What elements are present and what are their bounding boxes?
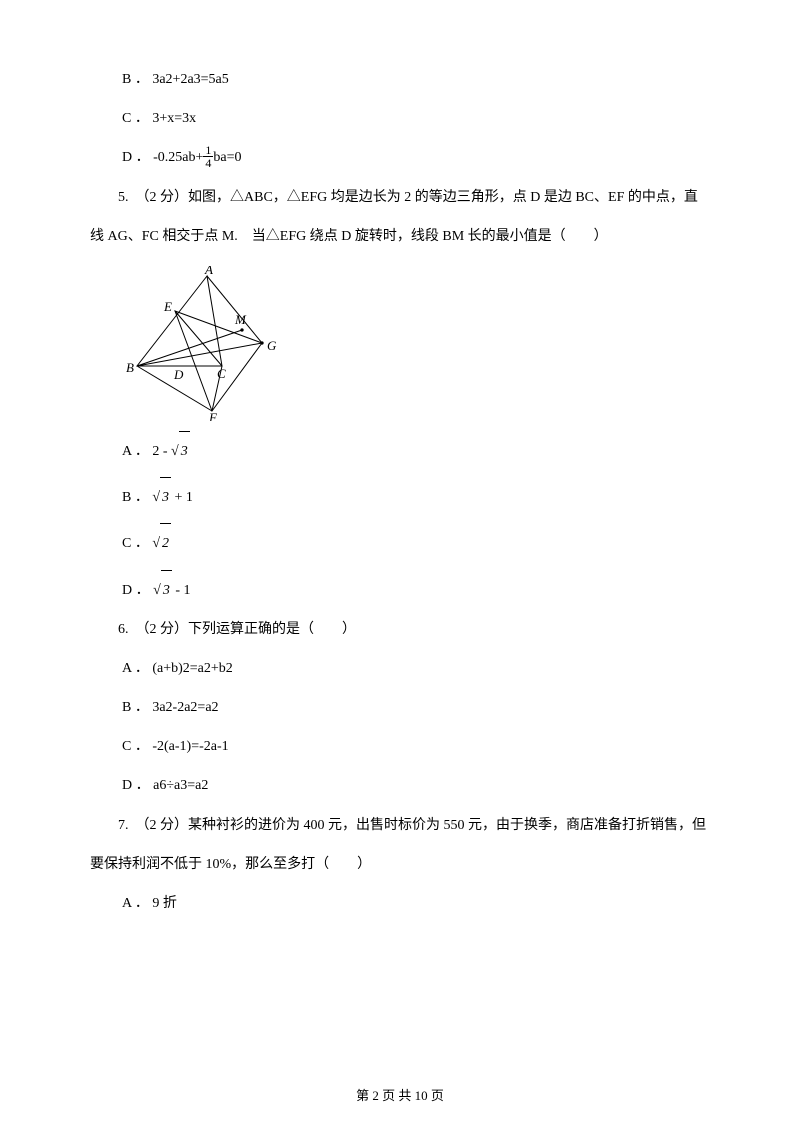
q6-option-b: B ． 3a2-2a2=a2 (90, 688, 710, 727)
figure-label-a: A (204, 266, 213, 277)
q5-b-post: + 1 (171, 490, 193, 505)
q4-d-prefix: D ． -0.25ab+ (122, 150, 203, 165)
q4-d-suffix: ba=0 (213, 150, 241, 165)
q5-b-prefix: B ． (122, 490, 152, 505)
q5-a-prefix: A ． (122, 444, 152, 459)
figure-label-f: F (208, 410, 218, 421)
figure-label-e: E (163, 299, 172, 314)
q4-option-d: D ． -0.25ab+14ba=0 (90, 138, 710, 177)
figure-label-d: D (173, 367, 184, 382)
figure-label-g: G (267, 338, 277, 353)
figure-label-b: B (126, 360, 134, 375)
q6-text: 6. （2 分）下列运算正确的是（ ） (90, 610, 710, 649)
q5-option-b: B ． √3 + 1 (90, 477, 710, 517)
frac-num: 1 (203, 144, 213, 157)
sqrt-3-b: √3 (152, 477, 171, 517)
q6-option-d: D ． a6÷a3=a2 (90, 766, 710, 805)
q5-figure: A B C D E F G M (122, 266, 710, 421)
q4-option-b: B ． 3a2+2a3=5a5 (90, 60, 710, 99)
sqrt-3-d: √3 (153, 570, 172, 610)
fraction-1-4: 14 (203, 144, 213, 169)
figure-label-m: M (234, 312, 247, 327)
q5-d-prefix: D ． (122, 583, 153, 598)
q5-option-a: A ． 2 - √3 (90, 431, 710, 471)
sqrt-3-a: √3 (171, 431, 190, 471)
figure-label-c: C (217, 366, 226, 381)
q5-text: 5. （2 分）如图，△ABC，△EFG 均是边长为 2 的等边三角形，点 D … (90, 178, 710, 256)
q7-option-a: A ． 9 折 (90, 884, 710, 923)
q6-option-a: A ． (a+b)2=a2+b2 (90, 649, 710, 688)
q7-text: 7. （2 分）某种衬衫的进价为 400 元，出售时标价为 550 元，由于换季… (90, 806, 710, 884)
q5-option-d: D ． √3 - 1 (90, 570, 710, 610)
q5-c-prefix: C ． (122, 536, 152, 551)
q5-a-pre: 2 - (152, 444, 171, 459)
q6-option-c: C ． -2(a-1)=-2a-1 (90, 727, 710, 766)
page-number: 第 2 页 共 10 页 (0, 1089, 800, 1102)
sqrt-2-c: √2 (152, 523, 171, 563)
q5-d-post: - 1 (172, 583, 191, 598)
frac-den: 4 (203, 157, 213, 169)
q5-option-c: C ． √2 (90, 523, 710, 563)
q4-option-c: C ． 3+x=3x (90, 99, 710, 138)
